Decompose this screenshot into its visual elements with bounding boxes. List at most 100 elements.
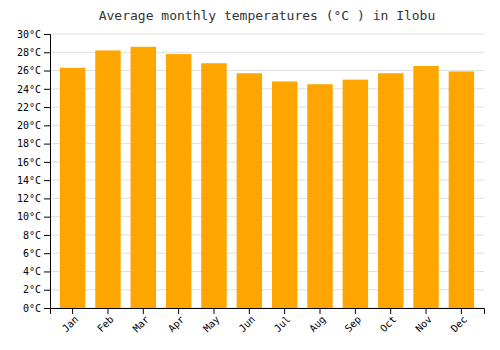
y-tick: 16°C (17, 157, 50, 168)
tick-mark (44, 89, 50, 90)
tick-label: 8°C (23, 230, 41, 241)
tick-label: 2°C (23, 284, 41, 295)
tick-label: Aug (307, 314, 328, 335)
tick-label: Oct (378, 314, 399, 335)
tick-mark (44, 198, 50, 199)
tick-mark (44, 125, 50, 126)
tick-label: 26°C (17, 65, 41, 76)
y-tick: 6°C (23, 248, 50, 259)
tick-mark (44, 253, 50, 254)
tick-label: 30°C (17, 29, 41, 40)
bar (343, 80, 368, 308)
tick-label: 20°C (17, 120, 41, 131)
tick-mark (355, 308, 356, 314)
tick-mark (44, 180, 50, 181)
y-axis: 0°C 2°C 4°C 6°C 8°C 10°C 12°C 14°C 16°C 18°C 20°C 2… (17, 29, 51, 314)
grid (50, 34, 484, 308)
bar (449, 71, 474, 308)
y-tick: 12°C (17, 193, 50, 204)
tick-mark (213, 308, 214, 314)
tick-mark (44, 162, 50, 163)
tick-mark (44, 34, 50, 35)
tick-label: 10°C (17, 211, 41, 222)
axis-line (44, 35, 51, 309)
plot: 0°C 2°C 4°C 6°C 8°C 10°C 12°C 14°C 16°C 18°C 20°C 2… (17, 29, 485, 335)
bars (60, 47, 474, 308)
tick-label: Dec (449, 314, 470, 335)
x-tick: Jul (272, 308, 293, 334)
tick-label: 28°C (17, 47, 41, 58)
x-tick: Nov (413, 308, 434, 334)
x-tick: Jan (60, 308, 81, 334)
y-tick: 4°C (23, 266, 50, 277)
tick-label: Nov (413, 314, 434, 335)
y-tick: 26°C (17, 65, 50, 76)
y-tick: 2°C (23, 284, 50, 295)
x-tick: Jun (237, 308, 258, 334)
tick-mark (320, 308, 321, 314)
tick-mark (178, 308, 179, 314)
tick-label: Apr (166, 314, 187, 335)
axis-line (51, 309, 485, 315)
y-tick: 0°C (23, 303, 50, 314)
y-tick: 24°C (17, 84, 50, 95)
x-tick: Mar (131, 308, 152, 334)
tick-label: May (201, 314, 222, 335)
x-tick: Sep (343, 308, 364, 334)
y-tick: 18°C (17, 138, 50, 149)
bar (60, 68, 85, 308)
bar (201, 63, 226, 308)
x-axis: Jan Feb Mar Apr May Jun Jul Aug Sep Oct Nov Dec (51, 308, 485, 334)
title: Average monthly temperatures (°C ) in Il… (99, 8, 436, 23)
y-tick: 28°C (17, 47, 50, 58)
tick-mark (44, 107, 50, 108)
x-tick: Apr (166, 308, 187, 334)
bar (166, 54, 191, 308)
bar (131, 47, 156, 308)
tick-label: 6°C (23, 248, 41, 259)
tick-mark (143, 308, 144, 314)
tick-label: 12°C (17, 193, 41, 204)
tick-label: 4°C (23, 266, 41, 277)
tick-mark (249, 308, 250, 314)
chart: 0°C 2°C 4°C 6°C 8°C 10°C 12°C 14°C 16°C 18°C 20°C 2… (0, 0, 500, 350)
tick-mark (44, 271, 50, 272)
y-tick: 8°C (23, 230, 50, 241)
tick-mark (72, 308, 73, 314)
bar (272, 81, 297, 308)
tick-mark (44, 144, 50, 145)
tick-mark (44, 52, 50, 53)
x-tick: Dec (449, 308, 470, 334)
bar (378, 73, 403, 308)
tick-mark (44, 308, 50, 309)
tick-label: Sep (343, 314, 364, 335)
tick-mark (390, 308, 391, 314)
bar (95, 50, 120, 308)
x-tick: Oct (378, 308, 399, 334)
tick-mark (44, 217, 50, 218)
tick-label: 0°C (23, 303, 41, 314)
tick-mark (426, 308, 427, 314)
tick-label: Jul (272, 314, 293, 335)
tick-mark (284, 308, 285, 314)
bar (413, 66, 438, 308)
tick-label: 16°C (17, 157, 41, 168)
tick-mark (107, 308, 108, 314)
tick-mark (461, 308, 462, 314)
tick-label: 14°C (17, 175, 41, 186)
x-tick: Feb (95, 308, 116, 334)
tick-mark (44, 71, 50, 72)
y-tick: 14°C (17, 175, 50, 186)
tick-label: Jun (237, 314, 258, 335)
tick-label: Mar (131, 314, 152, 335)
x-tick: Aug (307, 308, 328, 334)
tick-label: Jan (60, 314, 81, 335)
y-tick: 30°C (17, 29, 50, 40)
tick-label: 22°C (17, 102, 41, 113)
tick-mark (44, 235, 50, 236)
tick-label: Feb (95, 314, 116, 335)
tick-label: 18°C (17, 138, 41, 149)
bar (307, 84, 332, 308)
x-tick: May (201, 308, 222, 334)
y-tick: 22°C (17, 102, 50, 113)
